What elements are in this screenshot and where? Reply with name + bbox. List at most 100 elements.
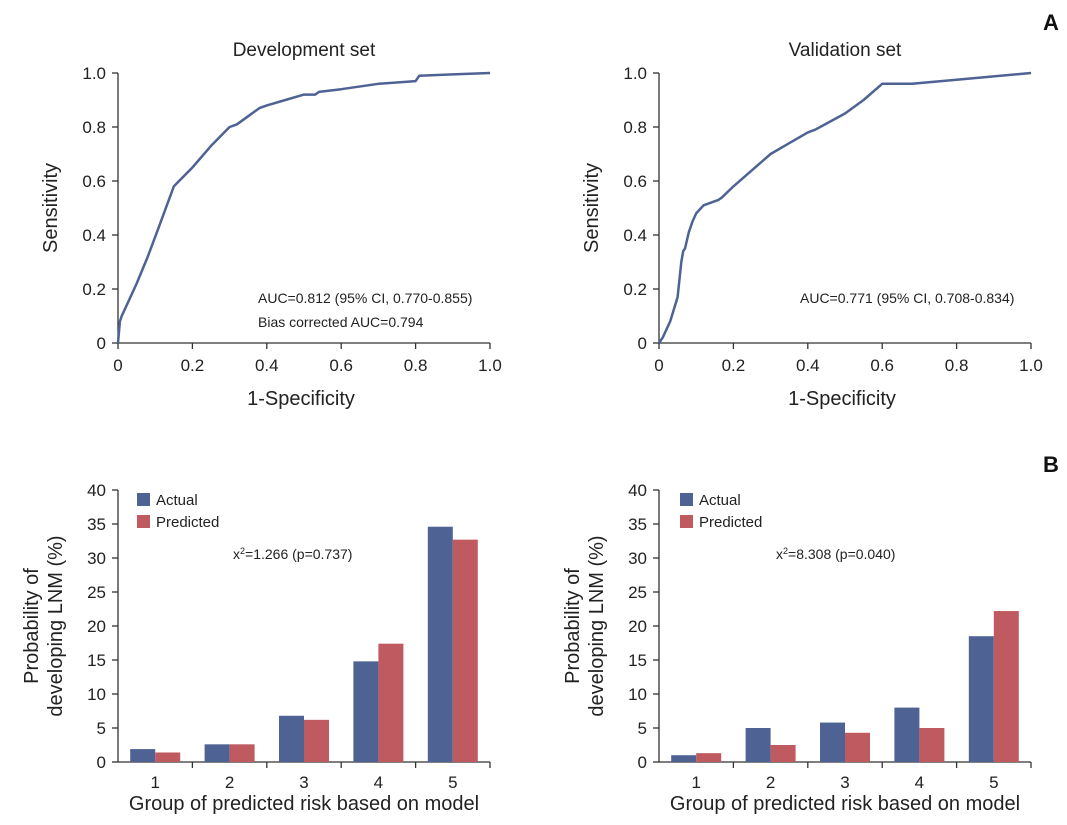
- y-tick-label: 10: [628, 685, 647, 704]
- x-category-label: 4: [374, 773, 383, 792]
- chi-square-annotation: x2=8.308 (p=0.040): [776, 546, 895, 562]
- legend-label: Actual: [156, 492, 198, 509]
- x-tick-label: 1.0: [478, 356, 502, 375]
- y-tick-label: 1.0: [82, 64, 106, 83]
- y-tick-label: 40: [628, 481, 647, 500]
- legend-swatch-actual: [137, 493, 150, 506]
- actual-bar: [968, 636, 994, 762]
- y-axis-label: Sensitivity: [581, 163, 603, 253]
- roc-development-chart: Development set 0 0.2 0.4 0.6 0.8 1.0 0 0.2 0.4 0.…: [40, 40, 502, 410]
- actual-bar: [894, 707, 920, 762]
- y-tick-label: 30: [628, 549, 647, 568]
- y-tick-label: 5: [97, 719, 106, 738]
- roc-curve-line: [657, 71, 1032, 344]
- legend-label: Actual: [699, 492, 741, 509]
- predicted-bar: [993, 611, 1019, 762]
- y-axis-label-line2: developing LNM (%): [45, 535, 67, 716]
- y-tick-label: 0.8: [623, 118, 647, 137]
- auc-annotation: AUC=0.771 (95% CI, 0.708-0.834): [800, 290, 1014, 306]
- roc-curve-line: [116, 71, 491, 344]
- actual-bar: [427, 526, 453, 762]
- chart-title: Development set: [233, 40, 376, 61]
- x-category-label: 3: [299, 773, 308, 792]
- y-axis-label-line1: Probability of: [562, 568, 584, 684]
- y-axis-label-line2: developing LNM (%): [586, 535, 608, 716]
- legend-label: Predicted: [699, 514, 762, 531]
- predicted-bar: [155, 752, 181, 762]
- y-tick-label: 25: [628, 583, 647, 602]
- x-tick-label: 0.8: [945, 356, 969, 375]
- predicted-bar: [304, 719, 329, 762]
- actual-bar: [130, 749, 156, 762]
- x-tick-label: 0.4: [796, 356, 820, 375]
- auc-annotation: Bias corrected AUC=0.794: [258, 314, 424, 330]
- x-tick-label: 0.2: [181, 356, 205, 375]
- y-tick-label: 0: [97, 753, 106, 772]
- legend-swatch-actual: [680, 493, 693, 506]
- panel-letter-a: A: [1043, 10, 1059, 35]
- y-tick-label: 0: [638, 753, 647, 772]
- x-tick-label: 0.6: [329, 356, 353, 375]
- x-axis-label: 1-Specificity: [247, 388, 355, 410]
- y-tick-label: 35: [628, 515, 647, 534]
- x-tick-label: 1.0: [1019, 356, 1043, 375]
- panel-letter-b: B: [1043, 452, 1059, 477]
- y-tick-label: 15: [628, 651, 647, 670]
- y-tick-label: 25: [87, 583, 106, 602]
- predicted-bar: [696, 753, 722, 762]
- predicted-bar: [770, 745, 796, 762]
- y-tick-label: 0.2: [82, 280, 106, 299]
- chi-value: =1.266 (p=0.737): [245, 546, 352, 562]
- actual-bar: [671, 755, 697, 762]
- y-axis-label: Sensitivity: [40, 163, 62, 253]
- y-tick-label: 15: [87, 651, 106, 670]
- x-tick-label: 0.8: [404, 356, 428, 375]
- y-tick-label: 0: [97, 334, 106, 353]
- x-category-label: 1: [691, 773, 700, 792]
- actual-bar: [353, 661, 379, 762]
- x-axis-label: Group of predicted risk based on model: [129, 793, 479, 815]
- y-axis-label-line1: Probability of: [21, 568, 43, 684]
- y-tick-label: 20: [87, 617, 106, 636]
- chi-superscript: 2: [783, 546, 788, 556]
- chi-square-annotation: x2=1.266 (p=0.737): [233, 546, 352, 562]
- x-tick-label: 0: [654, 356, 663, 375]
- y-tick-label: 0.4: [623, 226, 647, 245]
- actual-bar: [745, 728, 771, 762]
- x-category-label: 2: [766, 773, 775, 792]
- x-tick-label: 0: [113, 356, 122, 375]
- x-category-label: 4: [915, 773, 924, 792]
- predicted-bar: [845, 732, 870, 762]
- x-category-label: 3: [840, 773, 849, 792]
- y-tick-label: 5: [638, 719, 647, 738]
- x-tick-label: 0.2: [722, 356, 746, 375]
- predicted-bar: [378, 643, 404, 762]
- y-tick-label: 0.8: [82, 118, 106, 137]
- y-tick-label: 0.6: [623, 172, 647, 191]
- x-category-label: 1: [150, 773, 159, 792]
- roc-validation-chart: Validation set 0 0.2 0.4 0.6 0.8 1.0 0 0.2 0.4 0.6…: [581, 40, 1043, 410]
- y-tick-label: 20: [628, 617, 647, 636]
- y-tick-label: 0.4: [82, 226, 106, 245]
- y-tick-label: 40: [87, 481, 106, 500]
- predicted-bar: [452, 539, 478, 762]
- predicted-bar: [229, 744, 255, 762]
- chi-superscript: 2: [240, 546, 245, 556]
- y-tick-label: 1.0: [623, 64, 647, 83]
- x-tick-label: 0.4: [255, 356, 279, 375]
- chi-value: =8.308 (p=0.040): [788, 546, 895, 562]
- y-tick-label: 0.2: [623, 280, 647, 299]
- x-tick-label: 0.6: [870, 356, 894, 375]
- y-tick-label: 0.6: [82, 172, 106, 191]
- actual-bar: [820, 722, 845, 762]
- y-tick-label: 35: [87, 515, 106, 534]
- legend-swatch-predicted: [137, 515, 150, 528]
- x-category-label: 5: [448, 773, 457, 792]
- y-tick-label: 0: [638, 334, 647, 353]
- legend-swatch-predicted: [680, 515, 693, 528]
- predicted-bar: [919, 728, 945, 762]
- x-category-label: 5: [989, 773, 998, 792]
